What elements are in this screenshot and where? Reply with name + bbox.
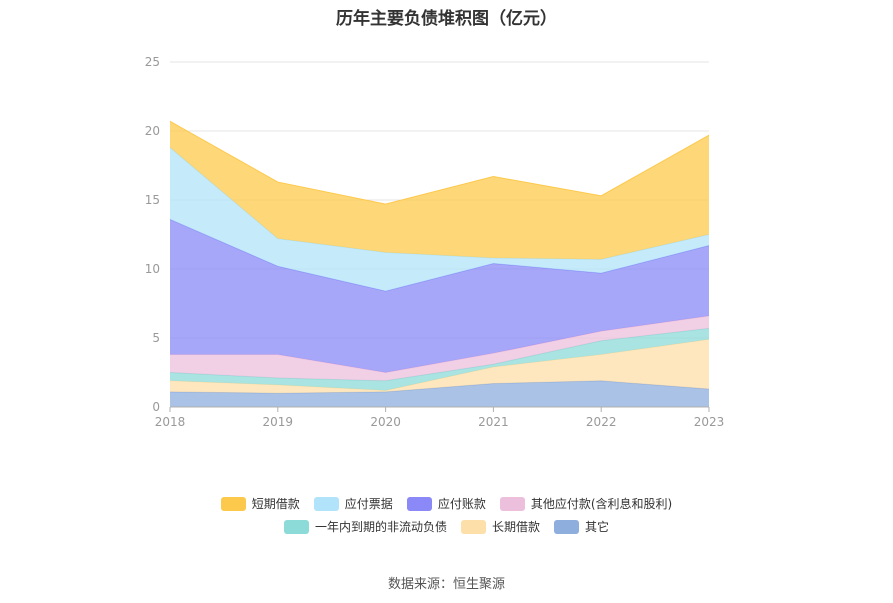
y-tick-label: 0 — [152, 400, 160, 414]
area-series — [169, 120, 710, 407]
area-series-4 — [170, 219, 709, 373]
area-series-1 — [170, 339, 709, 394]
x-tick-label: 2019 — [263, 415, 294, 429]
legend-swatch — [283, 519, 309, 534]
area-series-0 — [170, 380, 709, 407]
x-axis: 2018 2019 2020 2021 2022 2023 — [155, 406, 725, 429]
chart-title: 历年主要负债堆积图（亿元） — [336, 9, 557, 29]
legend-item[interactable]: 应付票据 — [313, 495, 393, 512]
y-tick-label: 5 — [152, 331, 160, 345]
legend-swatch — [406, 496, 432, 511]
y-tick-label: 15 — [145, 193, 160, 207]
legend-swatch — [499, 496, 525, 511]
legend-label: 其他应付款(含利息和股利) — [530, 497, 673, 511]
legend-item[interactable]: 应付账款 — [406, 495, 486, 512]
legend-label: 其它 — [585, 520, 610, 534]
legend-swatch — [220, 496, 246, 511]
y-tick-label: 25 — [145, 55, 160, 69]
legend-label: 应付账款 — [437, 497, 486, 511]
y-tick-label: 20 — [145, 124, 160, 138]
legend-item[interactable]: 其它 — [554, 518, 609, 535]
y-axis-ticks: 0 5 10 15 20 25 — [145, 55, 160, 414]
area-series-2 — [170, 328, 709, 391]
x-tick-label: 2023 — [694, 415, 725, 429]
area-series-3 — [170, 315, 709, 381]
x-tick-label: 2021 — [478, 415, 509, 429]
area-series-line-6 — [169, 120, 710, 205]
x-tick-label: 2022 — [586, 415, 617, 429]
area-series-5 — [170, 147, 709, 292]
legend-row: 短期借款 应付票据 应付账款 其他应付款(含利息和股利) — [0, 495, 893, 512]
data-source-note: 数据来源：恒生聚源 — [387, 577, 505, 592]
legend: 短期借款 应付票据 应付账款 其他应付款(含利息和股利) 一年内到期的非流动负债 长期借… — [0, 495, 893, 541]
x-tick-label: 2020 — [370, 415, 401, 429]
legend-label: 应付票据 — [344, 497, 393, 511]
legend-item[interactable]: 长期借款 — [460, 518, 540, 535]
legend-label: 一年内到期的非流动负债 — [314, 520, 447, 534]
x-tick-label: 2018 — [155, 415, 186, 429]
legend-swatch — [460, 519, 486, 534]
legend-item[interactable]: 短期借款 — [220, 495, 300, 512]
legend-swatch — [554, 519, 579, 534]
legend-label: 长期借款 — [491, 520, 540, 534]
legend-swatch — [313, 496, 339, 511]
legend-row: 一年内到期的非流动负债 长期借款 其它 — [0, 518, 893, 535]
legend-item[interactable]: 一年内到期的非流动负债 — [283, 518, 447, 535]
y-tick-label: 10 — [145, 262, 160, 276]
legend-item[interactable]: 其他应付款(含利息和股利) — [499, 495, 673, 512]
legend-label: 短期借款 — [251, 497, 300, 511]
